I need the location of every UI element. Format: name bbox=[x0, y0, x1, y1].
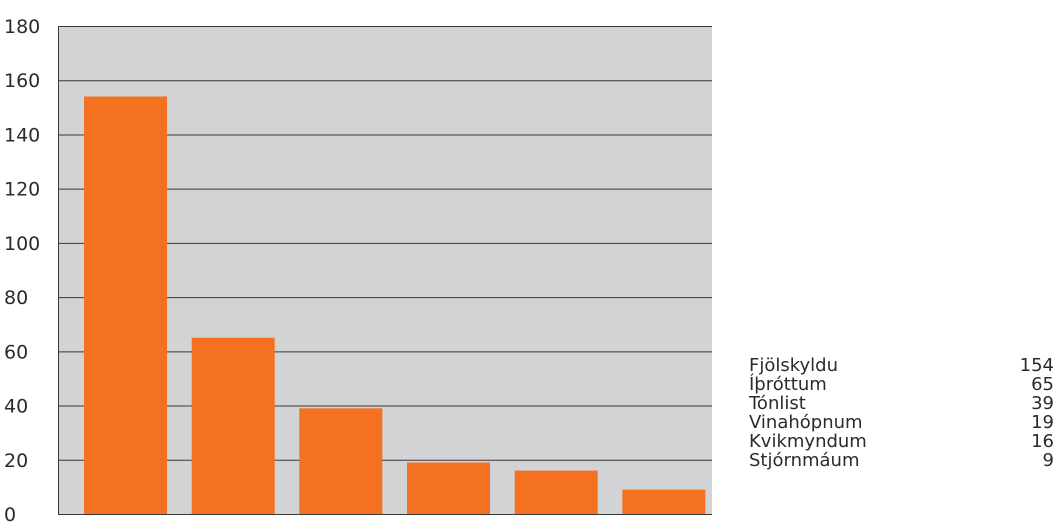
y-tick-label: 180 bbox=[4, 16, 40, 38]
category-label: Vinahópnum bbox=[749, 412, 863, 433]
table-row: Fjölskyldu 154 bbox=[749, 356, 1054, 375]
category-label: Íþróttum bbox=[749, 374, 827, 395]
table-row: Íþróttum 65 bbox=[749, 375, 1054, 394]
y-tick-label: 120 bbox=[4, 179, 40, 201]
y-axis-tick-labels: 0 20 40 60 80 100 120 140 160 180 bbox=[4, 16, 40, 522]
bars bbox=[84, 96, 706, 514]
y-tick-label: 0 bbox=[4, 504, 16, 522]
table-row: Tónlist 39 bbox=[749, 394, 1054, 413]
category-label: Kvikmyndum bbox=[749, 431, 867, 452]
category-label: Tónlist bbox=[749, 393, 806, 414]
category-value: 9 bbox=[1042, 450, 1054, 471]
category-value: 65 bbox=[1031, 374, 1054, 395]
y-tick-label: 20 bbox=[4, 450, 28, 472]
y-tick-label: 100 bbox=[4, 233, 40, 255]
y-tick-label: 140 bbox=[4, 124, 40, 146]
bar-vinahópnum bbox=[407, 462, 490, 514]
bar-tónlist bbox=[299, 408, 383, 514]
y-tick-label: 80 bbox=[4, 287, 28, 309]
bar-stjórnmáum bbox=[622, 489, 706, 514]
category-value: 19 bbox=[1031, 412, 1054, 433]
bar-íþróttum bbox=[191, 337, 275, 514]
y-tick-label: 40 bbox=[4, 396, 28, 418]
category-value: 16 bbox=[1031, 431, 1054, 452]
category-label: Fjölskyldu bbox=[749, 355, 839, 376]
bar-fjölskyldu bbox=[84, 96, 167, 514]
category-label: Stjórnmáum bbox=[749, 450, 860, 471]
bar-kvikmyndum bbox=[514, 470, 598, 514]
category-value: 39 bbox=[1031, 393, 1054, 414]
bar-chart: 0 20 40 60 80 100 120 140 160 180 bbox=[4, 16, 712, 522]
table-row: Stjórnmáum 9 bbox=[749, 451, 1054, 470]
table-row: Kvikmyndum 16 bbox=[749, 432, 1054, 451]
category-value: 154 bbox=[1019, 355, 1054, 376]
y-tick-label: 60 bbox=[4, 341, 28, 363]
y-tick-label: 160 bbox=[4, 70, 40, 92]
table-row: Vinahópnum 19 bbox=[749, 413, 1054, 432]
value-table: Fjölskyldu 154 Íþróttum 65 Tónlist 39 Vi… bbox=[749, 356, 1054, 470]
